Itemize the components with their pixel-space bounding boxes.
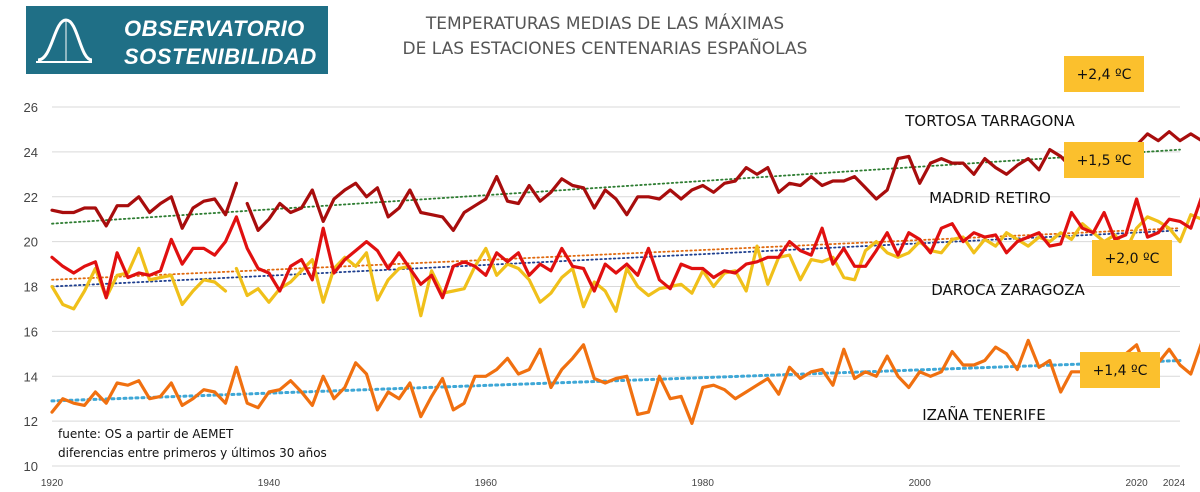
series-line [50,196,1200,300]
diff-note: diferencias entre primeros y últimos 30 … [58,446,327,460]
x-tick-label: 1980 [692,478,715,489]
y-tick-label: 22 [24,190,38,205]
y-tick-label: 18 [24,280,38,295]
diff-badge-label: +1,5 ºC [1077,153,1132,169]
diff-badge [1092,240,1172,276]
y-tick-label: 24 [24,145,38,160]
y-tick-label: 12 [24,414,38,429]
series-line [50,246,228,311]
chart-title: TEMPERATURAS MEDIAS DE LAS MÁXIMAS DE LA… [360,12,850,62]
y-tick-label: 26 [24,100,38,115]
chart-title-line-2: DE LAS ESTACIONES CENTENARIAS ESPAÑOLAS [402,39,808,59]
series-lines [50,130,1200,425]
grid-and-axes: 10 12 14 16 18 20 22 24 26 1920 1940 1960 1980 2000 20… [24,100,1186,489]
trend-line [51,229,1181,288]
series-line [50,181,238,230]
logo: OBSERVATORIO SOSTENIBILIDAD [26,6,328,74]
source-note: fuente: OS a partir de AEMET [58,427,234,441]
diff-badge-label: +2,0 ºC [1105,251,1160,267]
y-tick-label: 16 [24,324,38,339]
series-label: IZAÑA TENERIFE [922,405,1046,424]
y-tick-label: 10 [24,459,38,474]
x-tick-label: 1920 [41,478,64,489]
diff-badge [1064,142,1144,178]
x-tick-label: 1960 [475,478,498,489]
series-line [245,130,1200,232]
x-tick-label: 2024 [1163,478,1186,489]
logo-line-1: OBSERVATORIO [124,16,305,41]
series-label: DAROCA ZARAGOZA [931,281,1085,299]
series-line [234,213,1200,318]
x-tick-label: 2000 [909,478,932,489]
annotations: TORTOSA TARRAGONA MADRID RETIRO DAROCA ZAR… [904,56,1172,424]
trend-line [50,359,1182,403]
bell-curve-icon [36,18,93,63]
chart-title-line-1: TEMPERATURAS MEDIAS DE LAS MÁXIMAS [425,14,785,34]
diff-badge-label: +1,4 ºC [1093,363,1148,379]
diff-badge [1080,352,1160,388]
x-tick-label: 2020 [1125,478,1148,489]
y-tick-label: 14 [24,369,38,384]
y-tick-label: 20 [24,235,38,250]
series-line [50,338,1200,425]
trend-lines [50,148,1182,403]
x-tick-label: 1940 [258,478,281,489]
trend-line [51,148,1181,225]
diff-badge [1064,56,1144,92]
series-label: TORTOSA TARRAGONA [904,112,1075,130]
diff-badge-label: +2,4 ºC [1077,67,1132,83]
logo-line-2: SOSTENIBILIDAD [124,44,317,69]
series-label: MADRID RETIRO [929,189,1051,207]
